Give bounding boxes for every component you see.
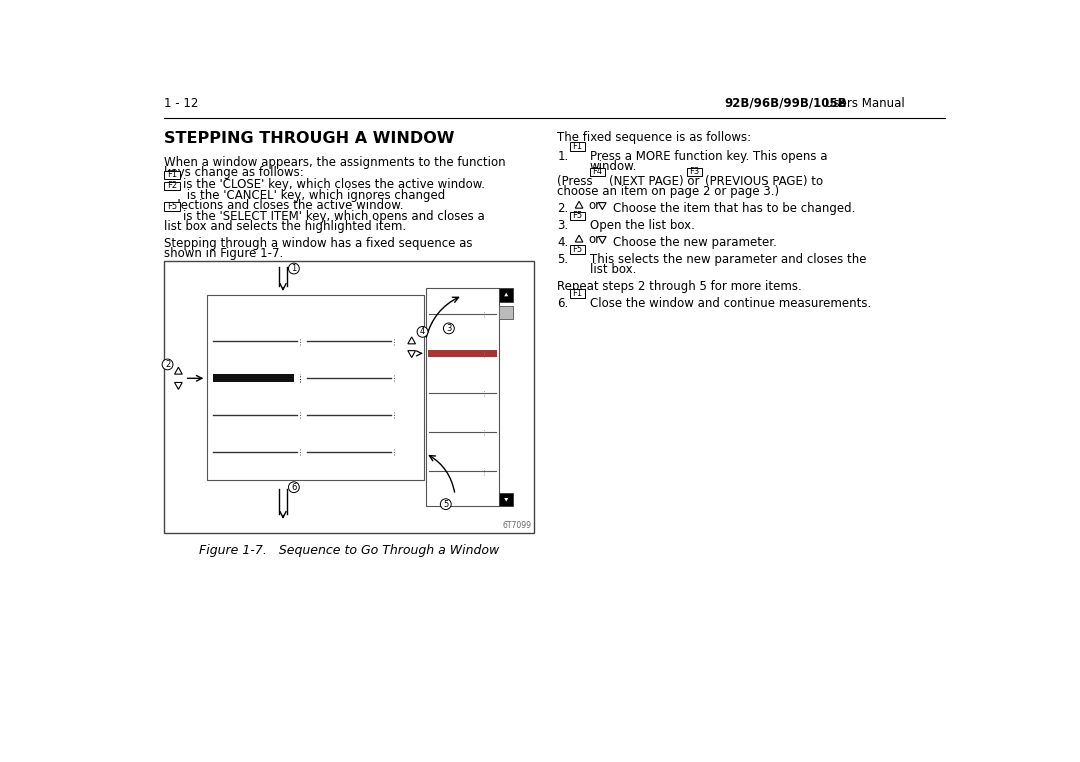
- Text: F5: F5: [572, 245, 582, 255]
- Text: F2: F2: [167, 181, 177, 190]
- Bar: [570, 245, 585, 254]
- Bar: [164, 261, 535, 533]
- Text: is the 'CLOSE' key, which closes the active window.: is the 'CLOSE' key, which closes the act…: [183, 178, 485, 191]
- Text: Press a MORE function key. This opens a: Press a MORE function key. This opens a: [590, 150, 827, 163]
- Polygon shape: [503, 292, 509, 297]
- Text: 2.: 2.: [557, 203, 569, 216]
- Text: (PREVIOUS PAGE) to: (PREVIOUS PAGE) to: [705, 175, 824, 188]
- Polygon shape: [175, 367, 183, 374]
- Text: F4: F4: [593, 168, 603, 177]
- Text: shown in Figure 1-7.: shown in Figure 1-7.: [164, 247, 284, 260]
- Text: Repeat steps 2 through 5 for more items.: Repeat steps 2 through 5 for more items.: [557, 280, 802, 293]
- Polygon shape: [503, 498, 509, 503]
- Text: window.: window.: [590, 160, 637, 173]
- Text: This selects the new parameter and closes the: This selects the new parameter and close…: [590, 253, 866, 266]
- Bar: [164, 181, 180, 190]
- Circle shape: [288, 482, 299, 492]
- Bar: [428, 350, 497, 357]
- Text: F1: F1: [572, 289, 582, 298]
- Text: 92B/96B/99B/105B: 92B/96B/99B/105B: [724, 97, 847, 110]
- Text: F3: F3: [689, 168, 700, 177]
- Bar: [207, 296, 424, 479]
- Circle shape: [288, 263, 299, 274]
- Bar: [499, 288, 513, 302]
- Text: 4.: 4.: [557, 236, 569, 249]
- Bar: [426, 288, 499, 507]
- Polygon shape: [408, 337, 416, 344]
- Text: 5: 5: [443, 500, 448, 509]
- Text: choose an item on page 2 or page 3.): choose an item on page 2 or page 3.): [557, 185, 780, 198]
- Text: (NEXT PAGE) or: (NEXT PAGE) or: [608, 175, 699, 188]
- Polygon shape: [598, 203, 606, 210]
- Text: F1: F1: [572, 142, 582, 151]
- Text: 6.: 6.: [557, 297, 569, 310]
- Text: 1: 1: [292, 264, 297, 273]
- Text: Stepping through a window has a fixed sequence as: Stepping through a window has a fixed se…: [164, 237, 473, 250]
- Bar: [499, 306, 513, 319]
- Polygon shape: [408, 351, 416, 357]
- Text: 1 - 12: 1 - 12: [164, 97, 199, 110]
- Text: or: or: [589, 199, 600, 212]
- Text: list box.: list box.: [590, 263, 636, 276]
- Text: F5: F5: [572, 211, 582, 220]
- Polygon shape: [576, 201, 583, 208]
- Circle shape: [444, 323, 455, 334]
- Text: 6T7099: 6T7099: [502, 520, 531, 530]
- Text: Close the window and continue measurements.: Close the window and continue measuremen…: [590, 297, 872, 310]
- Text: selections and closes the active window.: selections and closes the active window.: [164, 199, 404, 213]
- Text: 6: 6: [292, 482, 297, 491]
- Text: Choose the new parameter.: Choose the new parameter.: [613, 236, 777, 249]
- Circle shape: [417, 326, 428, 338]
- Text: F1: F1: [167, 171, 177, 180]
- Text: list box and selects the highlighted item.: list box and selects the highlighted ite…: [164, 220, 406, 233]
- Bar: [499, 492, 513, 507]
- Text: is the 'SELECT ITEM' key, which opens and closes a: is the 'SELECT ITEM' key, which opens an…: [183, 210, 485, 223]
- Circle shape: [162, 359, 173, 370]
- Circle shape: [441, 499, 451, 510]
- Polygon shape: [175, 383, 183, 389]
- Text: Open the list box.: Open the list box.: [590, 219, 694, 232]
- Text: Users Manual: Users Manual: [825, 97, 905, 110]
- Text: F5: F5: [167, 202, 177, 211]
- Bar: [570, 212, 585, 220]
- Bar: [164, 171, 180, 179]
- Bar: [213, 374, 294, 383]
- Bar: [590, 168, 606, 176]
- Bar: [164, 203, 180, 211]
- Text: Choose the item that has to be changed.: Choose the item that has to be changed.: [613, 203, 855, 216]
- Text: When a window appears, the assignments to the function: When a window appears, the assignments t…: [164, 156, 507, 169]
- Text: STEPPING THROUGH A WINDOW: STEPPING THROUGH A WINDOW: [164, 132, 455, 146]
- Bar: [687, 168, 702, 176]
- Text: 2: 2: [165, 360, 171, 369]
- Text: 5.: 5.: [557, 253, 568, 266]
- Text: is the 'CANCEL' key, which ignores changed: is the 'CANCEL' key, which ignores chang…: [183, 189, 445, 202]
- Polygon shape: [598, 236, 606, 243]
- Text: or: or: [589, 232, 600, 246]
- Text: (Press: (Press: [557, 175, 593, 188]
- Text: 3.: 3.: [557, 219, 568, 232]
- Polygon shape: [576, 235, 583, 242]
- Text: keys change as follows:: keys change as follows:: [164, 166, 305, 179]
- Text: 3: 3: [446, 324, 451, 333]
- Bar: [570, 290, 585, 298]
- Text: 4: 4: [420, 328, 426, 336]
- Text: Figure 1-7.   Sequence to Go Through a Window: Figure 1-7. Sequence to Go Through a Win…: [199, 544, 499, 557]
- Bar: [570, 142, 585, 151]
- Text: 1.: 1.: [557, 150, 569, 163]
- Text: The fixed sequence is as follows:: The fixed sequence is as follows:: [557, 132, 752, 145]
